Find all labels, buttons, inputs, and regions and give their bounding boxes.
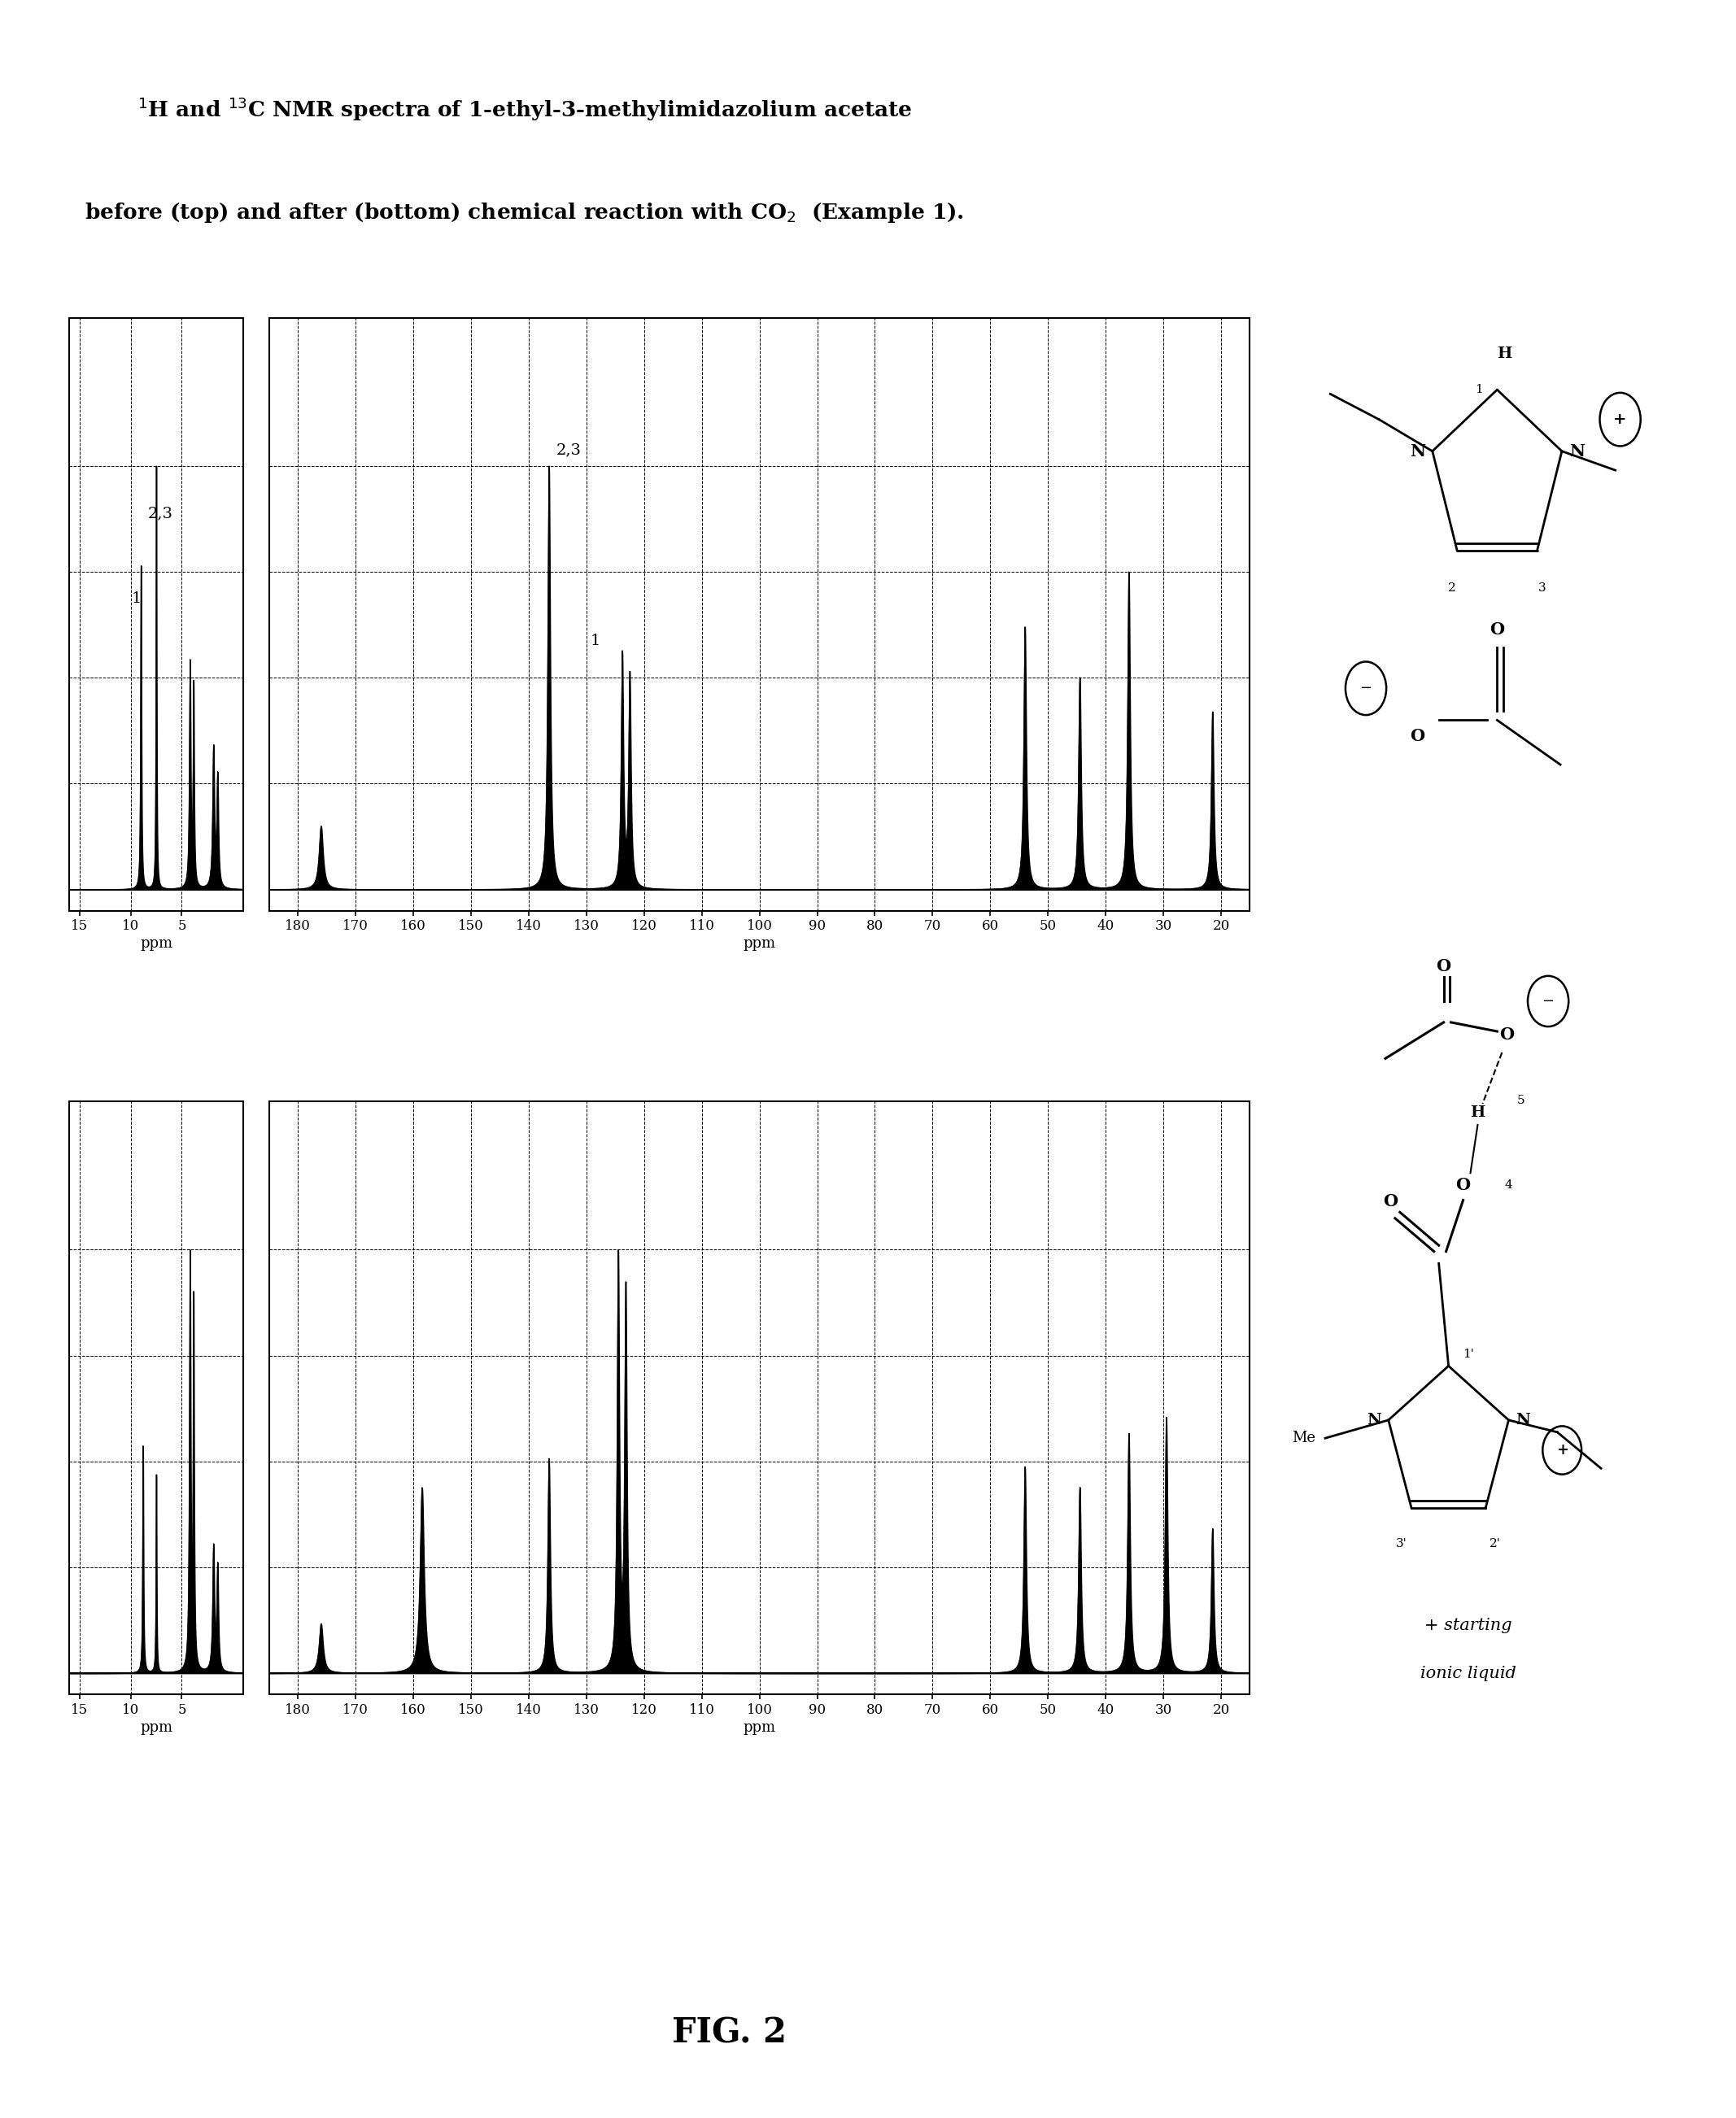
- Text: before (top) and after (bottom) chemical reaction with CO$_2$  (Example 1).: before (top) and after (bottom) chemical…: [85, 201, 963, 225]
- X-axis label: ppm: ppm: [743, 936, 776, 951]
- Text: 3': 3': [1396, 1538, 1408, 1548]
- Text: N: N: [1516, 1413, 1531, 1428]
- Text: −: −: [1542, 993, 1554, 1008]
- Text: 1: 1: [1474, 383, 1483, 396]
- Text: 2,3: 2,3: [557, 443, 582, 457]
- Text: 1: 1: [132, 591, 142, 606]
- Text: −: −: [1359, 682, 1371, 695]
- Text: O: O: [1410, 729, 1424, 743]
- X-axis label: ppm: ppm: [141, 1720, 172, 1735]
- Text: O: O: [1500, 1027, 1514, 1042]
- Text: H: H: [1470, 1106, 1486, 1120]
- Text: $^{1}$H and $^{13}$C NMR spectra of 1-ethyl-3-methylimidazolium acetate: $^{1}$H and $^{13}$C NMR spectra of 1-et…: [137, 95, 911, 123]
- X-axis label: ppm: ppm: [141, 936, 172, 951]
- Text: N: N: [1569, 443, 1585, 460]
- Text: Me: Me: [1292, 1432, 1316, 1444]
- Text: N: N: [1366, 1413, 1382, 1428]
- Text: 1': 1': [1463, 1349, 1474, 1360]
- Text: + starting: + starting: [1424, 1618, 1512, 1633]
- Text: O: O: [1436, 957, 1451, 974]
- Text: O: O: [1489, 621, 1505, 638]
- Text: +: +: [1613, 413, 1627, 426]
- Text: +: +: [1555, 1442, 1568, 1457]
- Text: O: O: [1384, 1192, 1397, 1209]
- Text: 2: 2: [1448, 582, 1457, 593]
- Text: ionic liquid: ionic liquid: [1420, 1665, 1516, 1682]
- Text: 3: 3: [1538, 582, 1545, 593]
- X-axis label: ppm: ppm: [743, 1720, 776, 1735]
- Text: 5: 5: [1517, 1095, 1524, 1106]
- Text: O: O: [1457, 1178, 1470, 1192]
- Text: 2,3: 2,3: [148, 506, 174, 521]
- Text: 2': 2': [1489, 1538, 1502, 1548]
- Text: N: N: [1410, 443, 1425, 460]
- Text: H: H: [1496, 347, 1512, 362]
- Text: 1: 1: [590, 633, 601, 648]
- Text: FIG. 2: FIG. 2: [672, 2016, 786, 2050]
- Text: 4: 4: [1505, 1180, 1512, 1190]
